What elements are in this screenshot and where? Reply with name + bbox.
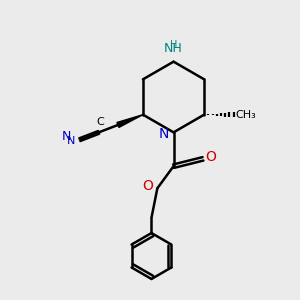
Text: N: N bbox=[159, 127, 169, 141]
Text: C: C bbox=[96, 117, 104, 127]
Text: O: O bbox=[206, 150, 216, 164]
Text: CH₃: CH₃ bbox=[235, 110, 256, 120]
Text: N: N bbox=[61, 130, 71, 143]
Text: N: N bbox=[67, 136, 75, 146]
Polygon shape bbox=[117, 115, 143, 128]
Text: O: O bbox=[142, 179, 153, 193]
Text: H: H bbox=[170, 40, 177, 50]
Text: NH: NH bbox=[164, 42, 183, 55]
